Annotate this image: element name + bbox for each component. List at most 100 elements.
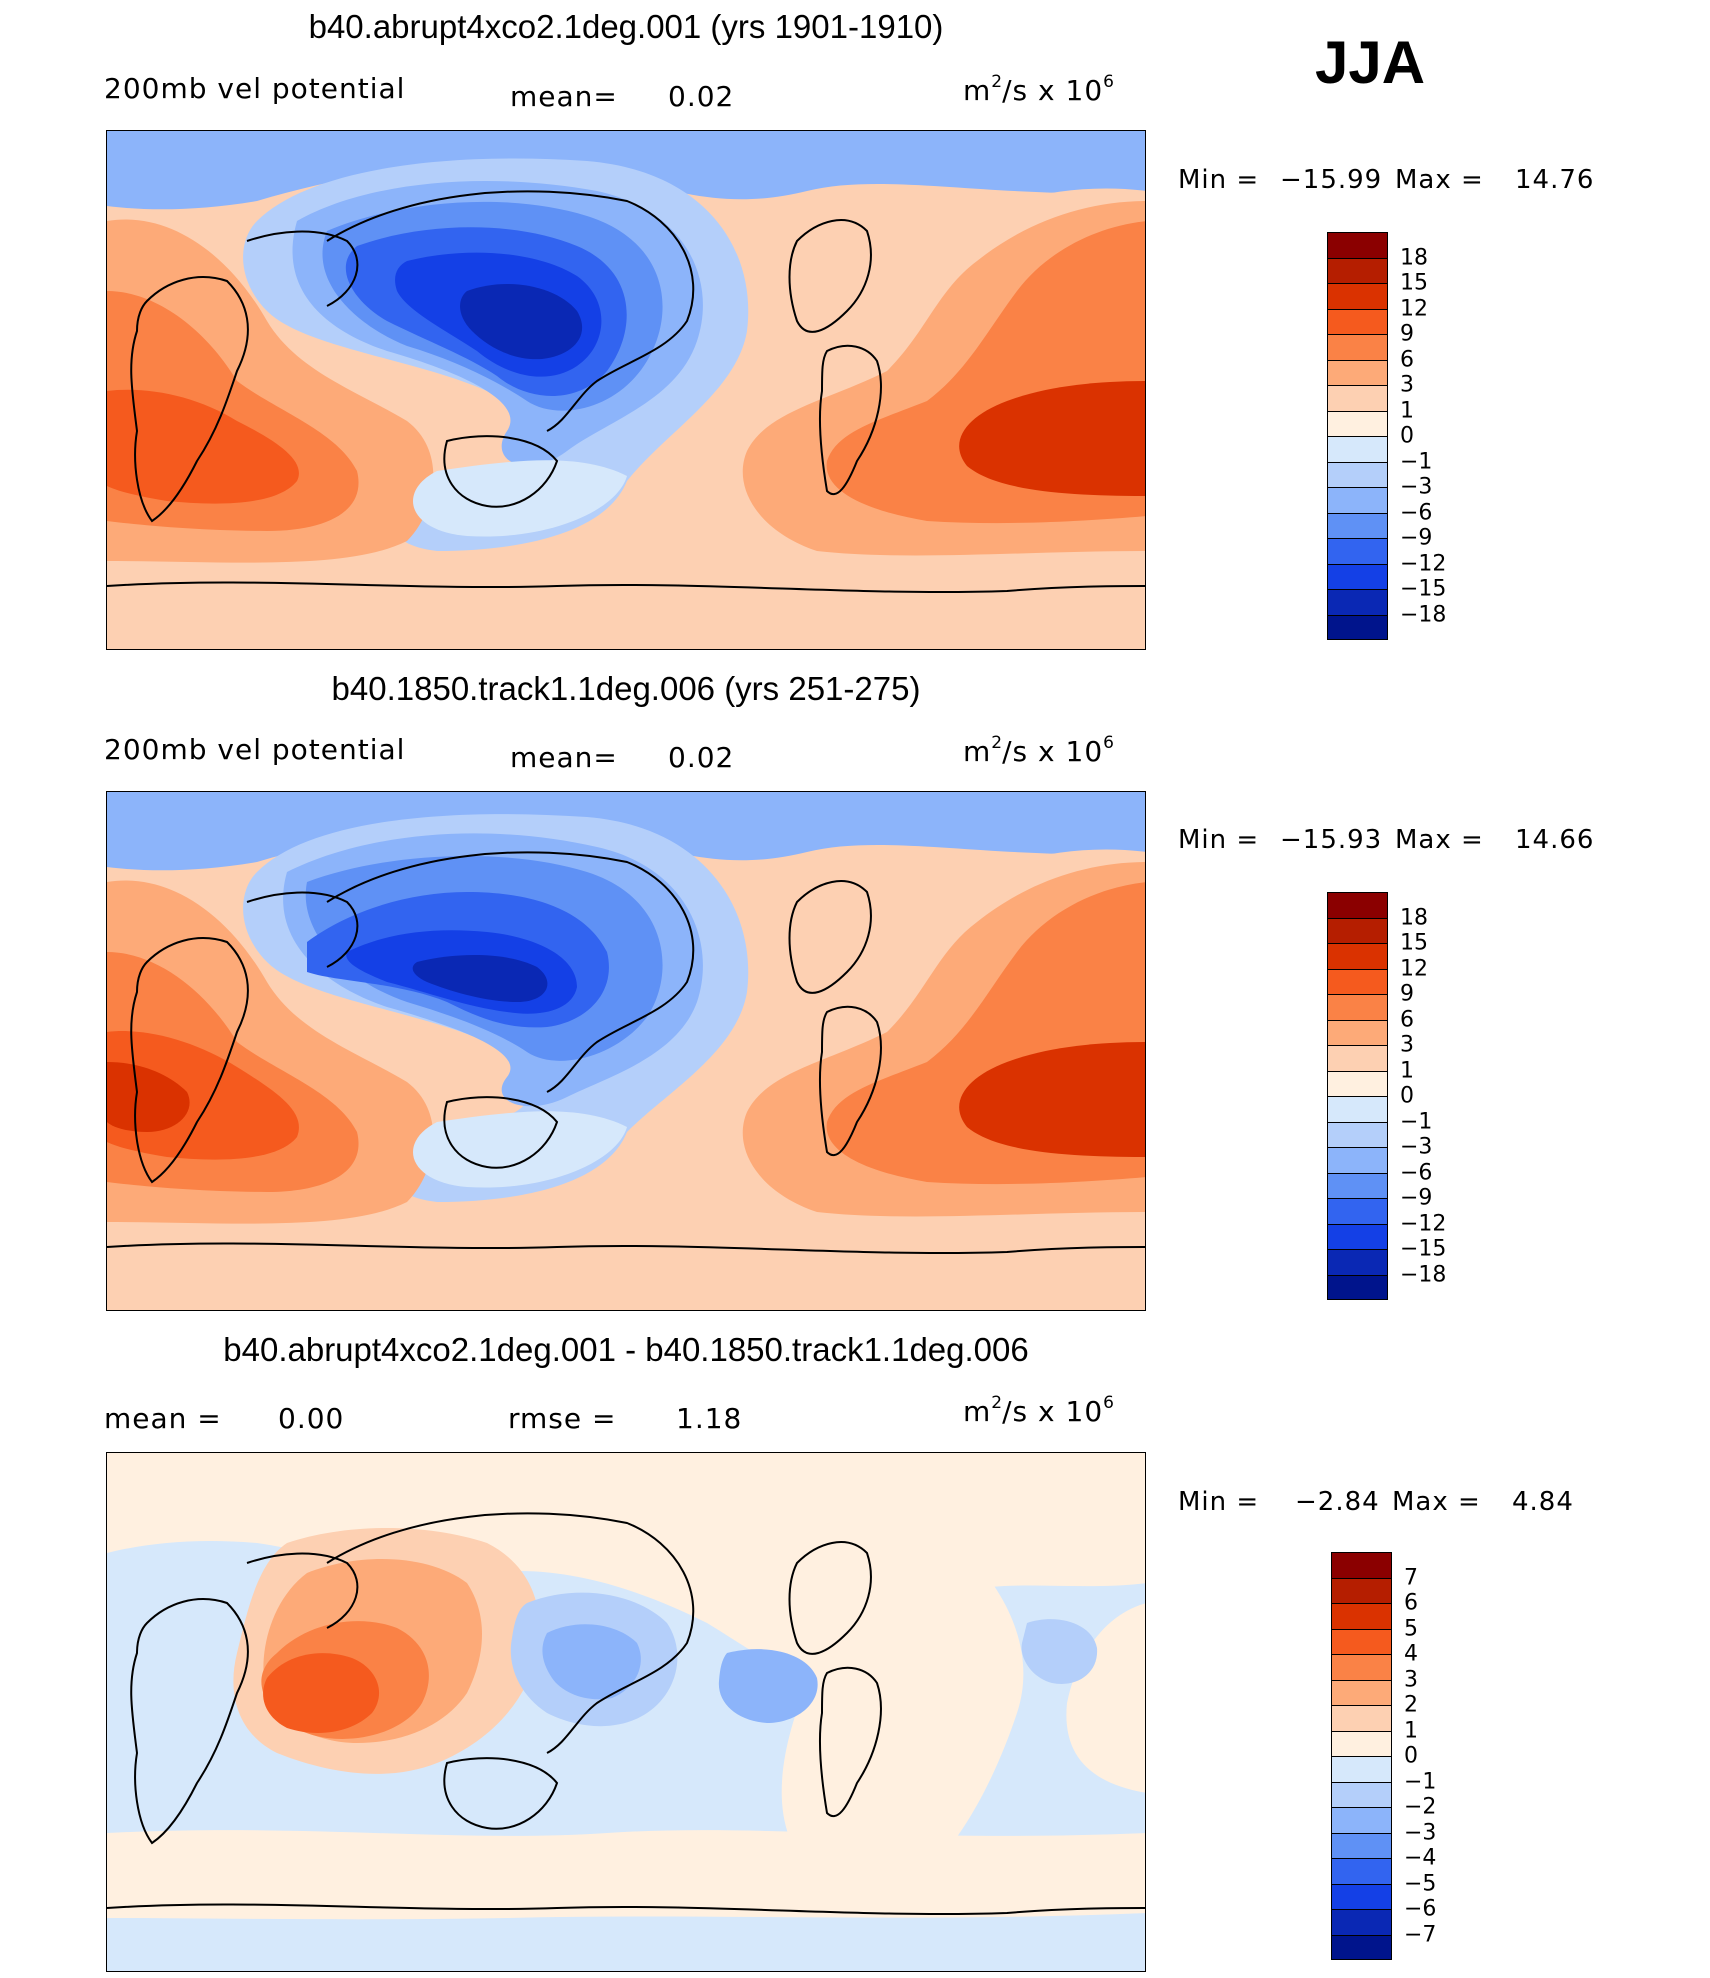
panel1-contour-map [107, 131, 1145, 649]
colorbar-segment [1331, 1628, 1392, 1654]
colorbar-segment [1331, 1781, 1392, 1807]
colorbar-level-label: 7 [1404, 1565, 1418, 1590]
colorbar-level-label: 15 [1400, 270, 1428, 296]
panel2-map [106, 791, 1146, 1311]
panel2-title: b40.1850.track1.1deg.006 (yrs 251-275) [331, 670, 921, 707]
colorbar-segment [1327, 512, 1388, 538]
colorbar-level-label: −15 [1400, 576, 1447, 602]
colorbar-segment [1327, 257, 1388, 283]
colorbar-level-label: −15 [1400, 1236, 1447, 1262]
colorbar-level-label: −1 [1400, 1109, 1433, 1134]
colorbar-segment [1327, 1045, 1388, 1071]
colorbar-segment [1327, 538, 1388, 564]
colorbar-segment [1331, 1705, 1392, 1731]
colorbar-segment [1327, 1096, 1388, 1122]
colorbar-level-label: −4 [1404, 1845, 1437, 1871]
colorbar-segment [1327, 283, 1388, 309]
colorbar-segment [1327, 968, 1388, 994]
colorbar-segment [1327, 943, 1388, 969]
colorbar-level-label: 0 [1400, 1083, 1414, 1109]
colorbar-segment [1331, 1679, 1392, 1705]
season-label: JJA [1315, 29, 1426, 96]
panel1-colorbar: 18 15 12 9 6 3 1 0 −1 −3 −6 −9 −12 −15 −18 [1327, 232, 1468, 640]
colorbar-level-label: −6 [1400, 500, 1433, 525]
colorbar-level-label: 0 [1404, 1743, 1418, 1769]
panel1-min-label: Min = [1178, 165, 1260, 195]
colorbar-level-label: −1 [1400, 449, 1433, 474]
colorbar-level-label: −9 [1400, 525, 1433, 551]
colorbar-level-label: 18 [1400, 245, 1428, 270]
colorbar-level-label: 1 [1404, 1718, 1418, 1743]
panel3-title: b40.abrupt4xco2.1deg.001 - b40.1850.trac… [223, 1331, 1029, 1368]
colorbar-level-label: 0 [1400, 423, 1414, 449]
colorbar-level-label: 15 [1400, 930, 1428, 956]
panel3-max-value: 4.84 [1512, 1487, 1574, 1517]
colorbar-level-label: 9 [1400, 981, 1414, 1007]
panel1-map [106, 130, 1146, 650]
colorbar-segment [1327, 308, 1388, 334]
panel2-max-label: Max = [1395, 825, 1484, 855]
colorbar-segment [1327, 563, 1388, 589]
colorbar-segment [1327, 1198, 1388, 1224]
colorbar-level-label: −1 [1404, 1769, 1437, 1794]
panel2-mean-value: 0.02 [668, 741, 735, 774]
colorbar-level-label: −3 [1400, 1134, 1433, 1160]
colorbar-level-label: 6 [1400, 347, 1414, 372]
colorbar-segment [1327, 1070, 1388, 1096]
colorbar-level-label: 4 [1404, 1641, 1418, 1667]
colorbar-segment [1327, 410, 1388, 436]
panel1-max-label: Max = [1395, 165, 1484, 195]
panel1-mean-label: mean= [510, 80, 618, 113]
panel2-contour-map [107, 792, 1145, 1310]
colorbar-segment [1331, 1909, 1392, 1935]
panel3-mean-value: 0.00 [278, 1402, 345, 1435]
panel2-colorbar: 18 15 12 9 6 3 1 0 −1 −3 −6 −9 −12 −15 −18 [1327, 892, 1468, 1300]
colorbar-segment [1327, 892, 1388, 918]
panel1-min-value: −15.99 [1280, 165, 1383, 195]
panel2-min-label: Min = [1178, 825, 1260, 855]
colorbar-segment [1327, 334, 1388, 360]
colorbar-segment [1331, 1577, 1392, 1603]
colorbar-segment [1327, 1172, 1388, 1198]
colorbar-level-label: 12 [1400, 956, 1428, 981]
panel2-mean-label: mean= [510, 741, 618, 774]
panel3-max-label: Max = [1392, 1487, 1481, 1517]
panel3-contour-map [107, 1453, 1145, 1971]
colorbar-level-label: −2 [1404, 1794, 1437, 1820]
panel3-map [106, 1452, 1146, 1972]
panel1-variable-label: 200mb vel potential [104, 72, 406, 105]
colorbar-segment [1327, 1147, 1388, 1173]
colorbar-segment [1331, 1552, 1392, 1578]
colorbar-level-label: 3 [1404, 1667, 1418, 1692]
colorbar-segment [1327, 385, 1388, 411]
panel2-units: m2/s x 106 [963, 733, 1114, 768]
colorbar-segment [1331, 1858, 1392, 1884]
colorbar-level-label: −12 [1400, 551, 1447, 576]
colorbar-segment [1331, 1730, 1392, 1756]
colorbar-segment [1327, 614, 1388, 640]
panel2-max-value: 14.66 [1515, 825, 1595, 855]
colorbar-segment [1331, 1832, 1392, 1858]
colorbar-level-label: 6 [1404, 1590, 1418, 1616]
colorbar-segment [1331, 1807, 1392, 1833]
colorbar-segment [1327, 994, 1388, 1020]
panel3-rmse-value: 1.18 [676, 1402, 743, 1435]
colorbar-segment [1327, 1121, 1388, 1147]
colorbar-segment [1327, 359, 1388, 385]
colorbar-level-label: 5 [1404, 1616, 1418, 1641]
colorbar-level-label: −7 [1404, 1922, 1437, 1947]
colorbar-segment [1331, 1654, 1392, 1680]
colorbar-level-label: 6 [1400, 1007, 1414, 1032]
colorbar-segment [1331, 1883, 1392, 1909]
panel1-units: m2/s x 106 [963, 72, 1114, 107]
colorbar-level-label: 2 [1404, 1692, 1418, 1718]
panel3-colorbar: 7 6 5 4 3 2 1 0 −1 −2 −3 −4 −5 −6 −7 [1331, 1552, 1472, 1960]
colorbar-level-label: 1 [1400, 398, 1414, 423]
colorbar-level-label: 3 [1400, 372, 1414, 398]
panel1-mean-value: 0.02 [668, 80, 735, 113]
colorbar-level-label: 3 [1400, 1032, 1414, 1058]
panel3-mean-label: mean = [104, 1402, 222, 1435]
colorbar-segment [1331, 1756, 1392, 1782]
colorbar-level-label: 1 [1400, 1058, 1414, 1083]
colorbar-level-label: −3 [1400, 474, 1433, 500]
